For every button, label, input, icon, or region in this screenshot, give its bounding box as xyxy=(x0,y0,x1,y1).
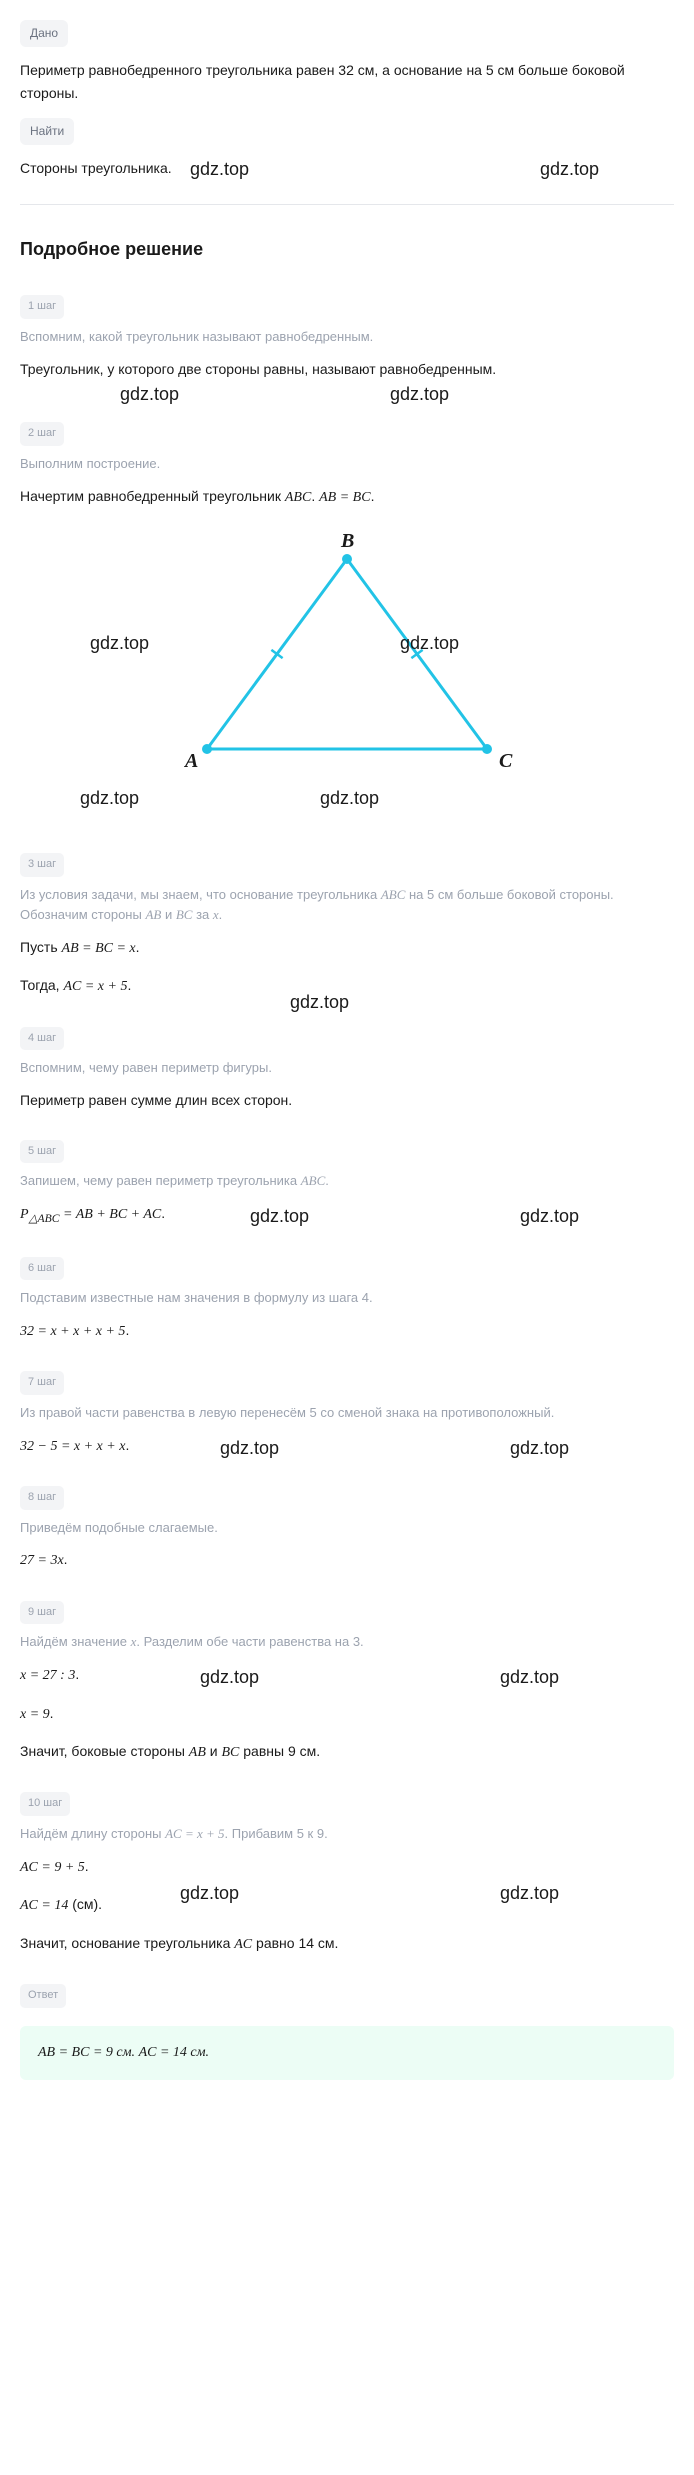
find-line: Стороны треугольника. gdz.top gdz.top xyxy=(20,157,674,179)
watermark: gdz.top xyxy=(120,380,179,409)
step-text-2: Начертим равнобедренный треугольник ABC.… xyxy=(20,485,674,509)
find-badge: Найти xyxy=(20,118,74,145)
step-gray-1: Вспомним, какой треугольник называют рав… xyxy=(20,327,674,348)
step-badge-8: 8 шаг xyxy=(20,1486,64,1510)
step9-conclusion: Значит, боковые стороны AB и BC равны 9 … xyxy=(20,1740,674,1764)
step6-line1: 32 = x + x + x + 5. xyxy=(20,1319,674,1343)
watermark: gdz.top xyxy=(190,155,249,184)
step-badge-4: 4 шаг xyxy=(20,1027,64,1051)
watermark: gdz.top xyxy=(180,1879,239,1908)
svg-text:A: A xyxy=(183,750,198,772)
step-content-1: Треугольник, у которого две стороны равн… xyxy=(20,361,496,377)
step-badge-1: 1 шаг xyxy=(20,295,64,319)
solution-title: Подробное решение xyxy=(20,235,674,264)
step-gray-6: Подставим известные нам значения в форму… xyxy=(20,1288,674,1309)
step10-line1: AC = 9 + 5. xyxy=(20,1855,674,1879)
watermark: gdz.top xyxy=(250,1202,309,1231)
find-text: Стороны треугольника. xyxy=(20,160,172,176)
step5-line1: P△ABC = AB + BC + AC. gdz.top gdz.top xyxy=(20,1202,674,1228)
watermark: gdz.top xyxy=(500,1663,559,1692)
watermark: gdz.top xyxy=(390,380,449,409)
section-divider xyxy=(20,204,674,205)
step-text-4: Периметр равен сумме длин всех сторон. xyxy=(20,1089,674,1111)
step-gray-10: Найдём длину стороны AC = x + 5. Прибави… xyxy=(20,1824,674,1845)
svg-text:B: B xyxy=(340,530,354,552)
watermark: gdz.top xyxy=(540,155,599,184)
step10-conclusion: Значит, основание треугольника AC равно … xyxy=(20,1932,674,1956)
step-gray-7: Из правой части равенства в левую перене… xyxy=(20,1403,674,1424)
answer-box: AB = BC = 9 см. AC = 14 см. xyxy=(20,2026,674,2080)
step-badge-5: 5 шаг xyxy=(20,1140,64,1164)
step-gray-8: Приведём подобные слагаемые. xyxy=(20,1518,674,1539)
step3-line2: Тогда, AC = x + 5. gdz.top xyxy=(20,974,674,998)
step-badge-3: 3 шаг xyxy=(20,853,64,877)
step-badge-10: 10 шаг xyxy=(20,1792,70,1816)
step-gray-3: Из условия задачи, мы знаем, что основан… xyxy=(20,885,674,927)
watermark: gdz.top xyxy=(290,988,349,1017)
step-badge-6: 6 шаг xyxy=(20,1257,64,1281)
step-badge-7: 7 шаг xyxy=(20,1371,64,1395)
watermark: gdz.top xyxy=(220,1434,279,1463)
step-badge-9: 9 шаг xyxy=(20,1601,64,1625)
step8-line1: 27 = 3x. xyxy=(20,1548,674,1572)
watermark: gdz.top xyxy=(200,1663,259,1692)
given-text: Периметр равнобедренного треугольника ра… xyxy=(20,59,674,104)
step9-line1: x = 27 : 3. gdz.top gdz.top xyxy=(20,1663,674,1687)
watermark: gdz.top xyxy=(520,1202,579,1231)
step-gray-4: Вспомним, чему равен периметр фигуры. xyxy=(20,1058,674,1079)
step10-line2: AC = 14 (см). gdz.top gdz.top xyxy=(20,1893,674,1917)
step9-line2: x = 9. xyxy=(20,1702,674,1726)
step-gray-5: Запишем, чему равен периметр треугольник… xyxy=(20,1171,674,1192)
svg-text:C: C xyxy=(499,750,513,772)
step7-line1: 32 − 5 = x + x + x. gdz.top gdz.top xyxy=(20,1434,674,1458)
step-gray-2: Выполним построение. xyxy=(20,454,674,475)
watermark: gdz.top xyxy=(500,1879,559,1908)
watermark: gdz.top xyxy=(510,1434,569,1463)
answer-text: AB = BC = 9 см. AC = 14 см. xyxy=(38,2045,209,2060)
triangle-diagram: ABC gdz.top gdz.top gdz.top gdz.top xyxy=(20,529,674,809)
step-badge-2: 2 шаг xyxy=(20,422,64,446)
step3-line1: Пусть AB = BC = x. xyxy=(20,936,674,960)
given-badge: Дано xyxy=(20,20,68,47)
step-text-1: Треугольник, у которого две стороны равн… xyxy=(20,358,674,380)
step-gray-9: Найдём значение x. Разделим обе части ра… xyxy=(20,1632,674,1653)
answer-badge: Ответ xyxy=(20,1984,66,2008)
